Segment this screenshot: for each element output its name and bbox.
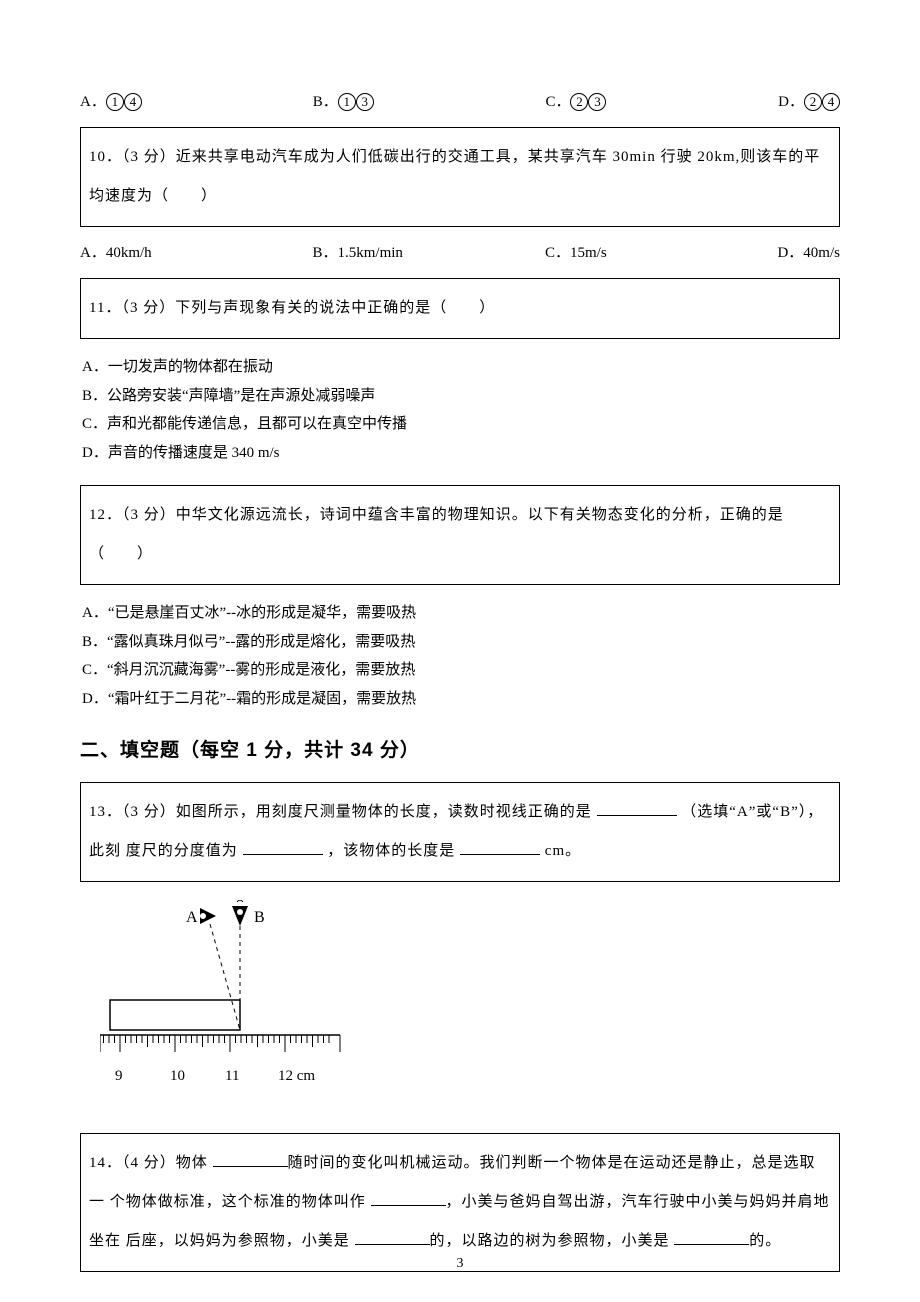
q12-options: A．“已是悬崖百丈冰”--冰的形成是凝华，需要吸热 B．“露似真珠月似弓”--露… (80, 599, 840, 713)
q14-stem: 14．（4 分）物体 随时间的变化叫机械运动。我们判断一个物体是在运动还是静止，… (80, 1133, 840, 1272)
tick-12: 12 cm (278, 1068, 315, 1084)
q14-part3: 个物体做标准，这个标准的物体叫作 (110, 1194, 371, 1210)
q10-opt-a: A．40km/h (80, 241, 312, 262)
measured-object (110, 1000, 240, 1030)
label-a: A (186, 909, 198, 926)
q13-blank2 (243, 840, 323, 855)
tick-10: 10 (170, 1068, 185, 1084)
q11-opt-c: C．声和光都能传递信息，且都可以在真空中传播 (82, 410, 840, 439)
q10-stem: 10．（3 分）近来共享电动汽车成为人们低碳出行的交通工具，某共享汽车 30mi… (80, 127, 840, 227)
q13-part3: 度尺的分度值为 (126, 843, 243, 859)
q11-opt-b: B．公路旁安装“声障墙”是在声源处减弱噪声 (82, 382, 840, 411)
ruler-body (100, 1035, 340, 1052)
q14-blank2 (371, 1191, 446, 1206)
q13-part5: cm。 (545, 843, 581, 859)
q14-part7: 的。 (749, 1233, 781, 1249)
q10-opt-c: C．15m/s (545, 241, 777, 262)
q13-blank3 (460, 840, 540, 855)
tick-11: 11 (225, 1068, 239, 1084)
eye-b-icon (232, 900, 248, 926)
q14-part1: 14．（4 分）物体 (89, 1155, 213, 1171)
q10-opt-b: B．1.5km/min (312, 241, 544, 262)
eye-a-icon (200, 908, 216, 924)
q9-opt-c: C．23 (545, 90, 778, 111)
ruler-figure: A B 9 10 11 12 cm (100, 900, 840, 1105)
section2-heading: 二、填空题（每空 1 分，共计 34 分） (80, 735, 840, 762)
q14-part5: 后座，以妈妈为参照物，小美是 (126, 1233, 355, 1249)
q10-opt-d: D．40m/s (777, 241, 840, 262)
q11-options: A．一切发声的物体都在振动 B．公路旁安装“声障墙”是在声源处减弱噪声 C．声和… (80, 353, 840, 467)
page-number: 3 (0, 1256, 920, 1272)
q9-opt-b: B．13 (313, 90, 546, 111)
q12-stem: 12．（3 分）中华文化源远流长，诗词中蕴含丰富的物理知识。以下有关物态变化的分… (80, 485, 840, 585)
q14-blank1 (213, 1152, 288, 1167)
q13-stem: 13．（3 分）如图所示，用刻度尺测量物体的长度，读数时视线正确的是 （选填“A… (80, 782, 840, 882)
q12-opt-b: B．“露似真珠月似弓”--露的形成是熔化，需要吸热 (82, 628, 840, 657)
q13-blank1 (597, 801, 677, 816)
tick-9: 9 (115, 1068, 123, 1084)
q11-stem: 11．（3 分）下列与声现象有关的说法中正确的是（ ） (80, 278, 840, 339)
q14-blank3 (355, 1230, 430, 1245)
q12-opt-d: D．“霜叶红于二月花”--霜的形成是凝固，需要放热 (82, 685, 840, 714)
label-b: B (254, 909, 265, 926)
q9-opt-a: A．14 (80, 90, 313, 111)
q9-opt-d: D．24 (778, 90, 840, 111)
sightline-a (210, 924, 240, 1030)
q14-part6: 的，以路边的树为参照物，小美是 (430, 1233, 675, 1249)
ruler-svg: A B 9 10 11 12 cm (100, 900, 360, 1100)
q12-opt-c: C．“斜月沉沉藏海雾”--雾的形成是液化，需要放热 (82, 656, 840, 685)
q13-part1: 13．（3 分）如图所示，用刻度尺测量物体的长度，读数时视线正确的是 (89, 804, 597, 820)
q10-options: A．40km/h B．1.5km/min C．15m/s D．40m/s (80, 241, 840, 262)
q9-options: A．14 B．13 C．23 D．24 (80, 90, 840, 111)
q14-blank4 (674, 1230, 749, 1245)
q13-part4: ，该物体的长度是 (327, 843, 460, 859)
q11-opt-a: A．一切发声的物体都在振动 (82, 353, 840, 382)
q12-opt-a: A．“已是悬崖百丈冰”--冰的形成是凝华，需要吸热 (82, 599, 840, 628)
q11-opt-d: D．声音的传播速度是 340 m/s (82, 439, 840, 468)
